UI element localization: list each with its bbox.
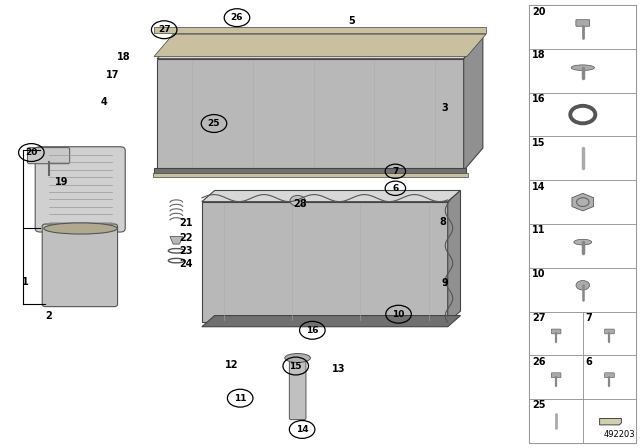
Bar xyxy=(529,399,583,443)
Text: 17: 17 xyxy=(106,70,119,80)
Bar xyxy=(529,93,636,137)
Ellipse shape xyxy=(285,353,310,362)
Text: 25: 25 xyxy=(532,401,545,410)
Text: 13: 13 xyxy=(332,364,346,374)
Polygon shape xyxy=(202,190,461,202)
Text: 3: 3 xyxy=(441,103,448,113)
Polygon shape xyxy=(157,36,483,59)
Text: 24: 24 xyxy=(179,259,193,269)
Text: 9: 9 xyxy=(441,278,448,288)
Text: 6: 6 xyxy=(392,184,399,193)
Text: 1: 1 xyxy=(22,277,28,287)
Text: 6: 6 xyxy=(586,357,592,366)
Polygon shape xyxy=(448,190,461,322)
Bar xyxy=(529,137,636,180)
Text: 16: 16 xyxy=(306,326,319,335)
Text: 4: 4 xyxy=(100,97,108,107)
Bar xyxy=(529,224,636,268)
Polygon shape xyxy=(154,27,486,33)
Polygon shape xyxy=(153,172,468,177)
Text: 14: 14 xyxy=(532,181,545,192)
Circle shape xyxy=(576,280,589,290)
Text: 18: 18 xyxy=(117,52,131,62)
Polygon shape xyxy=(572,194,594,211)
Circle shape xyxy=(290,195,305,206)
Text: 15: 15 xyxy=(289,362,302,370)
Polygon shape xyxy=(157,59,464,170)
Text: 28: 28 xyxy=(292,199,307,209)
FancyBboxPatch shape xyxy=(28,148,70,164)
Text: 11: 11 xyxy=(532,225,545,235)
Text: 21: 21 xyxy=(179,218,193,228)
Text: 27: 27 xyxy=(158,25,170,34)
Text: 16: 16 xyxy=(532,94,545,104)
Text: 11: 11 xyxy=(234,394,246,403)
FancyBboxPatch shape xyxy=(289,359,306,420)
Text: 492203: 492203 xyxy=(604,430,635,439)
Ellipse shape xyxy=(44,223,117,234)
FancyBboxPatch shape xyxy=(576,20,589,26)
FancyBboxPatch shape xyxy=(551,329,561,334)
Polygon shape xyxy=(154,168,466,174)
Text: 23: 23 xyxy=(179,246,193,256)
Ellipse shape xyxy=(571,65,595,70)
Bar xyxy=(583,355,636,399)
Text: 19: 19 xyxy=(54,177,68,186)
Bar xyxy=(529,5,636,443)
Text: 22: 22 xyxy=(179,233,193,243)
Text: 7: 7 xyxy=(586,313,592,323)
Text: 26: 26 xyxy=(532,357,545,366)
Bar xyxy=(529,268,636,311)
Text: 27: 27 xyxy=(532,313,545,323)
Polygon shape xyxy=(202,315,461,327)
Text: 18: 18 xyxy=(532,50,546,60)
Text: 10: 10 xyxy=(392,310,404,319)
Text: 15: 15 xyxy=(532,138,545,148)
FancyBboxPatch shape xyxy=(551,373,561,378)
FancyBboxPatch shape xyxy=(605,329,614,334)
FancyBboxPatch shape xyxy=(35,147,125,232)
Text: 20: 20 xyxy=(532,7,545,17)
Polygon shape xyxy=(600,418,621,425)
Text: 14: 14 xyxy=(296,425,308,434)
Polygon shape xyxy=(170,237,182,244)
Bar xyxy=(583,311,636,355)
Polygon shape xyxy=(464,36,483,170)
FancyBboxPatch shape xyxy=(605,373,614,378)
Bar xyxy=(529,311,583,355)
Text: 25: 25 xyxy=(208,119,220,128)
Polygon shape xyxy=(202,202,448,322)
Text: 8: 8 xyxy=(440,217,447,227)
Text: 12: 12 xyxy=(225,360,239,370)
Bar xyxy=(583,399,636,443)
Bar xyxy=(529,180,636,224)
Polygon shape xyxy=(154,34,486,56)
Text: 5: 5 xyxy=(349,16,355,26)
FancyBboxPatch shape xyxy=(42,224,118,306)
Text: 26: 26 xyxy=(231,13,243,22)
Text: 10: 10 xyxy=(532,269,545,279)
Bar xyxy=(529,355,583,399)
Text: 20: 20 xyxy=(25,148,38,157)
Bar xyxy=(529,5,636,49)
Text: 2: 2 xyxy=(45,310,52,321)
Bar xyxy=(529,49,636,93)
Text: 7: 7 xyxy=(392,167,399,176)
Ellipse shape xyxy=(574,239,592,245)
